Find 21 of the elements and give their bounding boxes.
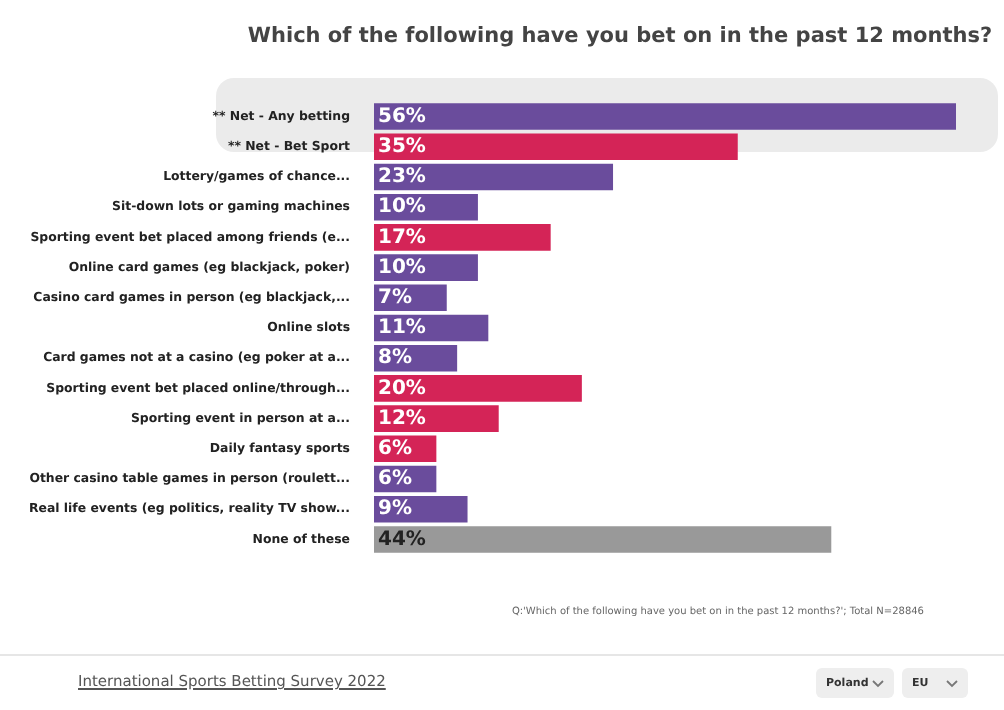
data-label: 9% xyxy=(378,498,412,521)
data-label: 8% xyxy=(378,347,412,370)
data-label: 56% xyxy=(378,105,426,128)
data-label: 7% xyxy=(378,286,412,309)
bar xyxy=(374,163,614,191)
data-label: 6% xyxy=(378,438,412,461)
data-label: 23% xyxy=(378,166,426,189)
bar xyxy=(374,133,738,161)
data-label: 10% xyxy=(378,196,426,219)
data-label: 17% xyxy=(378,226,426,249)
chart-title: Which of the following have you bet on in the past 12 months? xyxy=(245,24,995,48)
data-label: 11% xyxy=(378,317,426,340)
data-label: 12% xyxy=(378,407,426,430)
data-label: 20% xyxy=(378,377,426,400)
data-label: 44% xyxy=(378,528,426,551)
data-label: 10% xyxy=(378,256,426,279)
data-label: 6% xyxy=(378,468,412,491)
bar xyxy=(374,103,956,130)
bar xyxy=(374,526,832,553)
bar xyxy=(374,224,551,251)
data-label: 35% xyxy=(378,135,426,158)
